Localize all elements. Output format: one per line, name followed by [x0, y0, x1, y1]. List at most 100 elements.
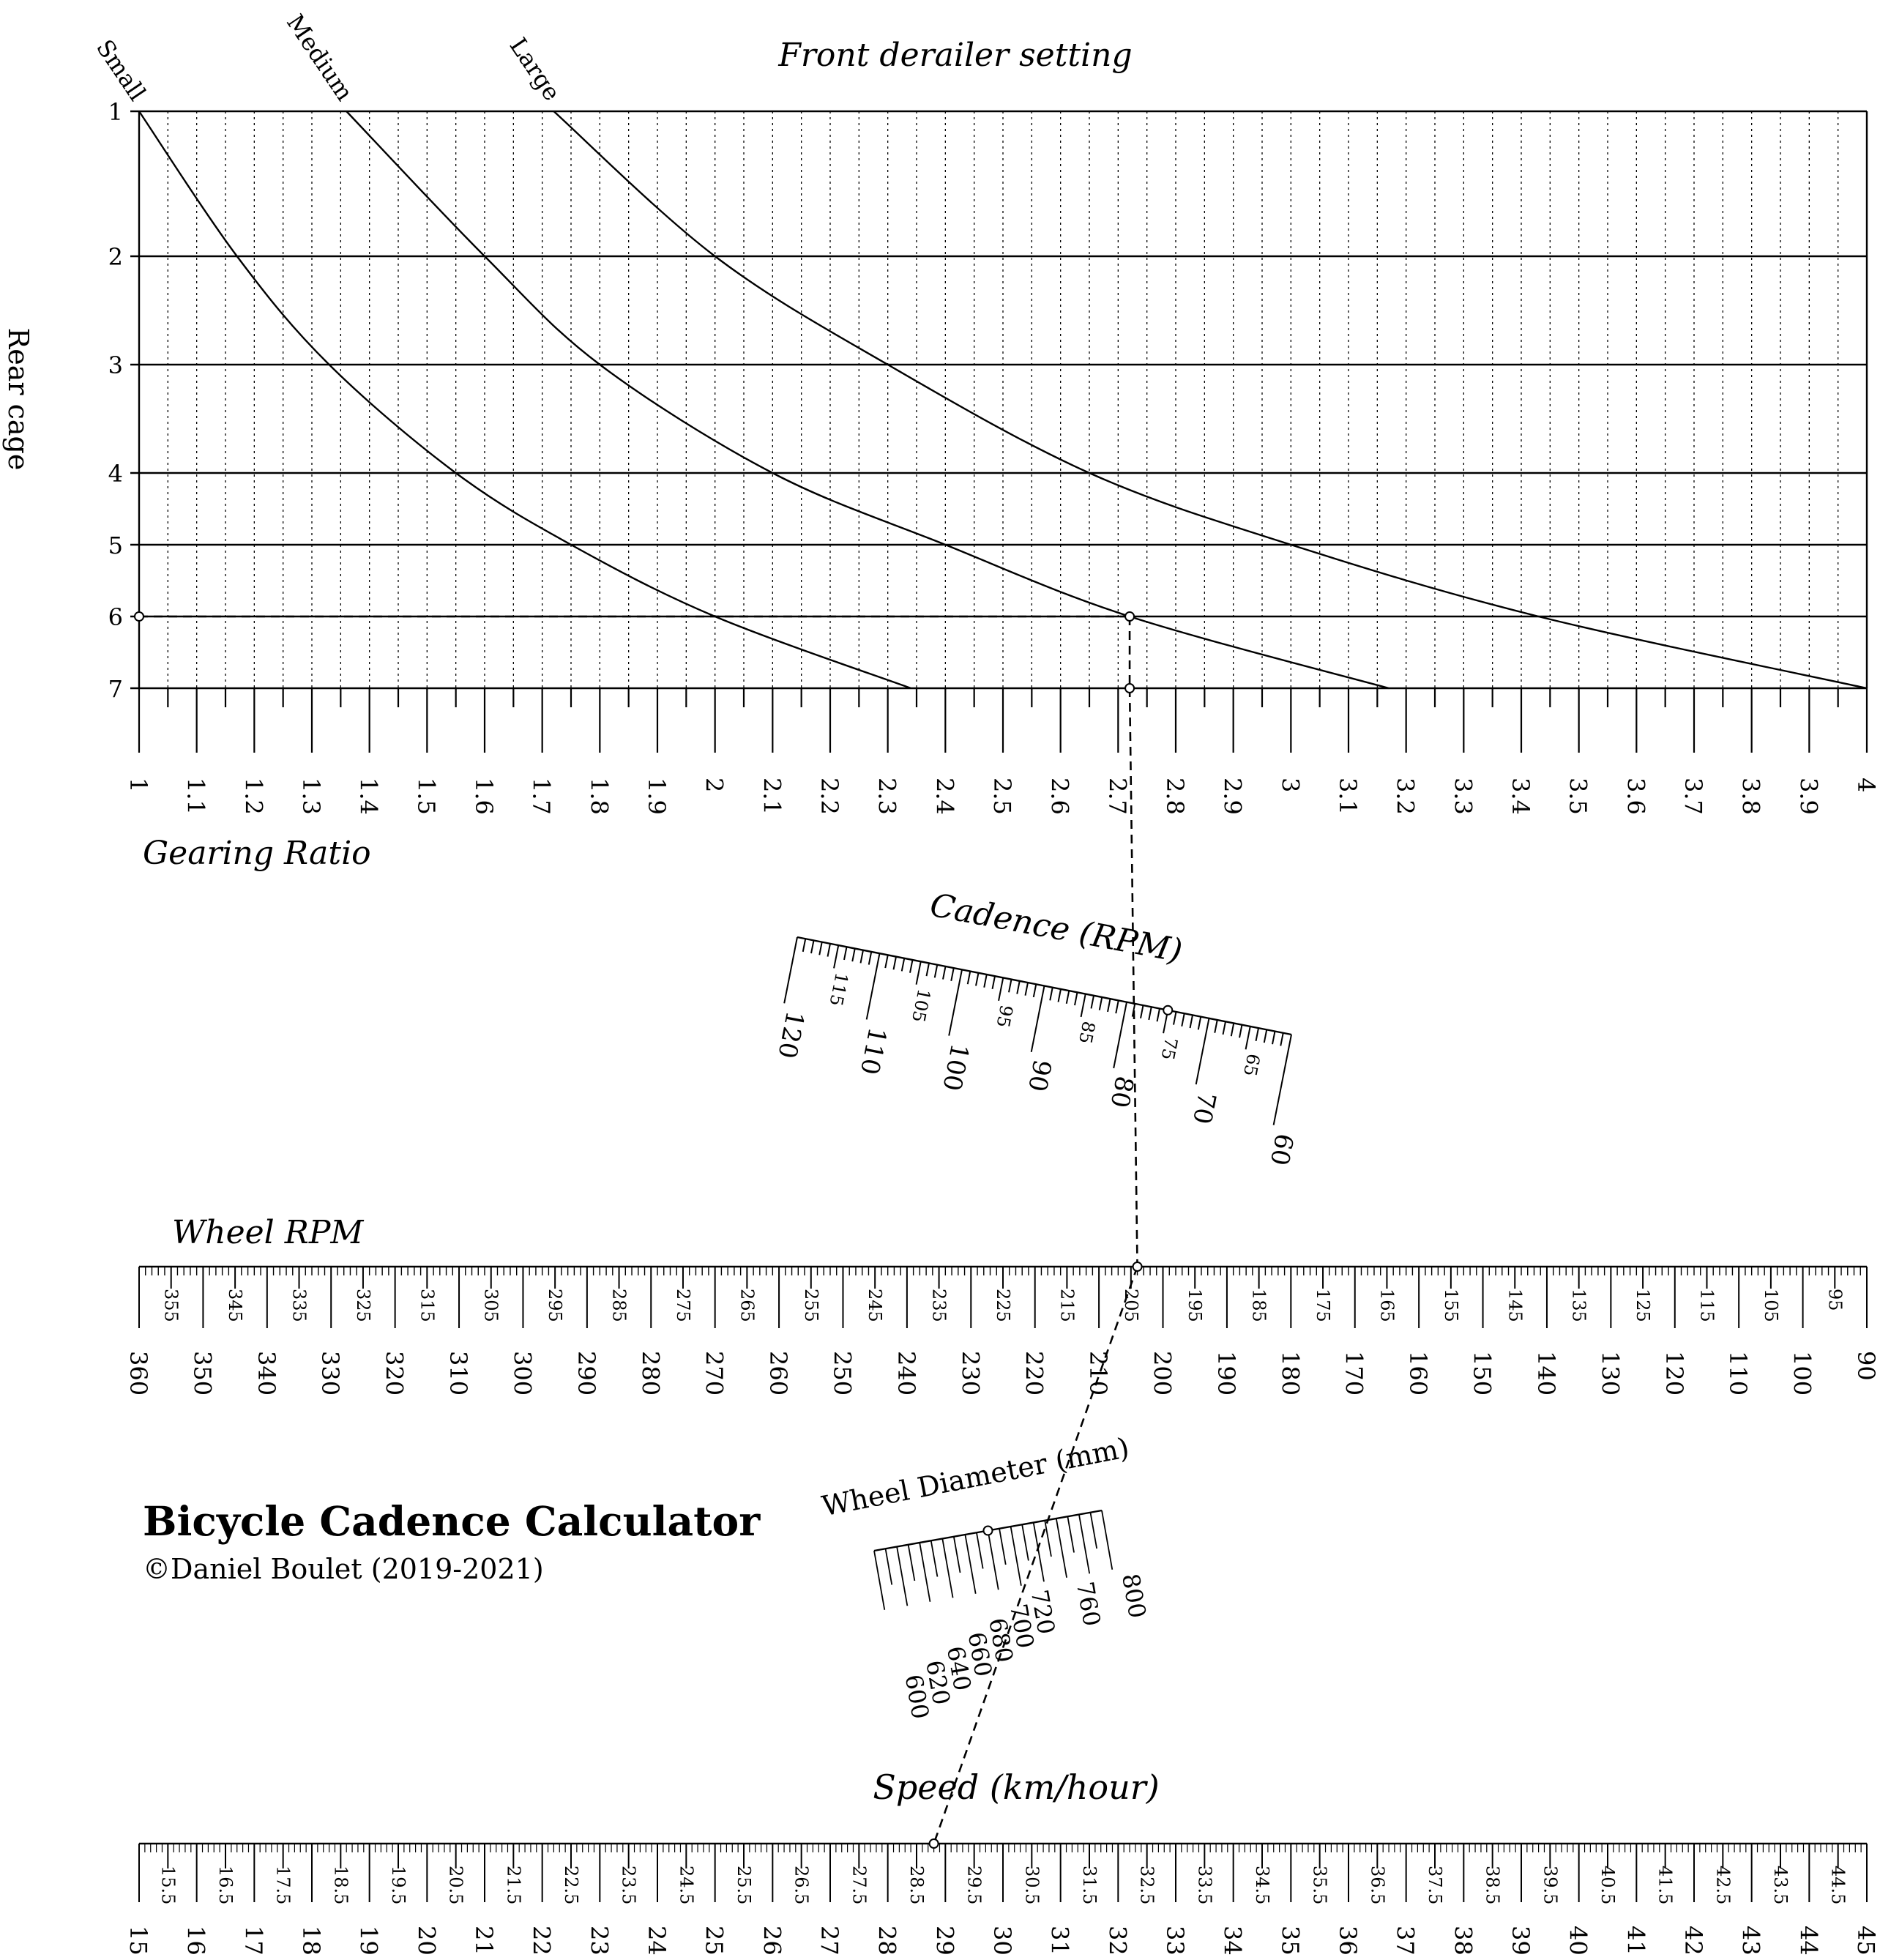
wheel-diameter-tick-label: 760: [1071, 1579, 1106, 1628]
cadence-tick-label: 60: [1264, 1131, 1299, 1168]
wheel-rpm-tick-label: 350: [188, 1351, 216, 1396]
cadence-minor-tick: [1214, 1019, 1218, 1033]
cadence-minor-tick: [892, 956, 897, 970]
speed-tick-label: 23: [585, 1926, 613, 1956]
wheel-rpm-minor-label: 145: [1504, 1289, 1525, 1322]
cadence-minor-tick: [1074, 992, 1078, 1006]
cadence-tick-label: 100: [936, 1041, 974, 1093]
wheel-rpm-tick-label: 90: [1852, 1351, 1880, 1381]
cadence-major-tick: [1030, 985, 1045, 1052]
cadence-minor-tick: [827, 943, 831, 957]
cadence-tick-label: 110: [854, 1025, 892, 1077]
speed-tick-label: 40: [1564, 1926, 1592, 1956]
wheel-rpm-tick-label: 100: [1788, 1351, 1816, 1396]
wheel-rpm-tick-label: 300: [508, 1351, 536, 1396]
speed-tick-label: 19: [355, 1926, 383, 1956]
speed-tick-label: 33: [1161, 1926, 1189, 1956]
wheel-diameter-title: Wheel Diameter (mm): [819, 1431, 1132, 1523]
ratio-tick-label: 3.7: [1679, 778, 1707, 815]
example-marker: [928, 1838, 939, 1849]
wheel-diameter-tick: [952, 1536, 961, 1573]
cadence-minor-tick: [915, 961, 922, 985]
cadence-minor-tick: [1263, 1029, 1268, 1043]
cadence-minor-tick: [933, 964, 939, 978]
example-marker: [1124, 683, 1135, 693]
speed-minor-label: 31.5: [1079, 1866, 1100, 1904]
cadence-tick-label: 120: [772, 1009, 810, 1061]
cadence-title: Cadence (RPM): [927, 887, 1185, 970]
ratio-tick-label: 2.9: [1219, 778, 1247, 815]
cadence-major-tick: [783, 936, 798, 1004]
wheel-rpm-minor-label: 155: [1441, 1289, 1461, 1322]
ratio-tick-label: 3: [1276, 778, 1304, 792]
front-derailer-title: Front derailer setting: [777, 37, 1132, 74]
wheel-rpm-tick-label: 220: [1021, 1351, 1048, 1396]
ratio-tick-label: 1.9: [643, 778, 671, 815]
copyright-credit: ©Daniel Boulet (2019-2021): [143, 1553, 544, 1585]
wheel-rpm-minor-label: 355: [161, 1289, 182, 1322]
cadence-scale: 120 110 100 90 80 70 60 115 105 95 85 75 65: [772, 936, 1299, 1168]
ratio-tick-label: 3.3: [1449, 778, 1477, 815]
wheel-rpm-tick-label: 170: [1340, 1351, 1368, 1396]
cadence-minor-tick: [833, 944, 840, 969]
cadence-minor-tick: [1008, 979, 1012, 993]
cadence-minor-tick: [818, 942, 823, 955]
speed-minor-label: 23.5: [619, 1866, 639, 1904]
ratio-tick-label: 2.3: [873, 778, 901, 815]
ratio-tick-label: 1: [124, 778, 152, 792]
speed-minor-label: 15.5: [157, 1866, 178, 1904]
cadence-minor-tick: [991, 976, 996, 990]
wheel-rpm-minor-label: 295: [545, 1289, 565, 1322]
speed-tick-label: 28: [873, 1926, 901, 1956]
speed-minor-label: 39.5: [1540, 1866, 1560, 1904]
front-label-large: Large: [504, 32, 567, 105]
speed-tick-label: 21: [470, 1926, 498, 1956]
speed-minor-label: 36.5: [1367, 1866, 1387, 1904]
speed-tick-label: 22: [528, 1926, 556, 1956]
rear-cage-label: Rear cage: [2, 328, 34, 471]
cadence-minor-tick: [1131, 1003, 1136, 1017]
speed-minor-label: 44.5: [1828, 1866, 1849, 1904]
cadence-major-tick: [1272, 1034, 1292, 1125]
cadence-minor-tick: [1024, 982, 1029, 996]
wheel-rpm-minor-label: 95: [1824, 1289, 1845, 1311]
front-curve-small: [138, 111, 911, 690]
gear-ratio-chart: 1 2 3 4 5 6 7 Small Medium Large: [91, 10, 1868, 703]
cadence-tick-label: 70: [1187, 1089, 1222, 1126]
wheel-rpm-minor-label: 175: [1313, 1289, 1333, 1322]
speed-tick-label: 38: [1449, 1926, 1477, 1956]
wheel-diameter-tick: [976, 1532, 984, 1569]
wheel-rpm-minor-label: 225: [993, 1289, 1013, 1322]
wheel-diameter-tick: [1010, 1526, 1022, 1586]
wheel-diameter-tick: [919, 1542, 931, 1602]
wheel-rpm-scale: 360 350 340 330 320 310 300 290 280 270 260 250 240 2…: [124, 1265, 1880, 1396]
cadence-minor-tick: [1057, 988, 1062, 1002]
wheel-diameter-tick: [873, 1550, 886, 1610]
wheel-rpm-tick-label: 260: [764, 1351, 792, 1396]
front-curve-medium: [346, 111, 1390, 690]
speed-minor-label: 24.5: [676, 1866, 696, 1904]
speed-tick-label: 45: [1852, 1926, 1880, 1956]
cadence-minor-tick: [859, 950, 864, 964]
wheel-diameter-tick: [884, 1549, 893, 1585]
speed-tick-label: 34: [1219, 1926, 1247, 1956]
wheel-rpm-tick-label: 340: [253, 1351, 280, 1396]
ratio-tick-label: 1.8: [585, 778, 613, 815]
cadence-minor-label: 65: [1239, 1052, 1264, 1078]
cadence-minor-tick: [1272, 1031, 1276, 1045]
wheel-diameter-tick: [1101, 1510, 1114, 1570]
wheel-diameter-tick: [1089, 1512, 1098, 1549]
wheel-diameter-tick: [1032, 1522, 1045, 1582]
rear-cage-tick-label: 3: [108, 351, 123, 379]
speed-tick-label: 44: [1794, 1926, 1822, 1956]
speed-tick-label: 26: [758, 1926, 786, 1956]
cadence-major-tick: [1113, 1002, 1127, 1069]
speed-tick-label: 31: [1046, 1926, 1074, 1956]
ratio-tick-label: 1.7: [528, 778, 556, 815]
wheel-diameter-tick: [907, 1544, 916, 1581]
wheel-rpm-minor-label: 115: [1696, 1289, 1717, 1322]
wheel-diameter-tick: [1055, 1518, 1067, 1578]
cadence-minor-tick: [942, 966, 947, 980]
wheel-rpm-title: Wheel RPM: [172, 1214, 364, 1251]
